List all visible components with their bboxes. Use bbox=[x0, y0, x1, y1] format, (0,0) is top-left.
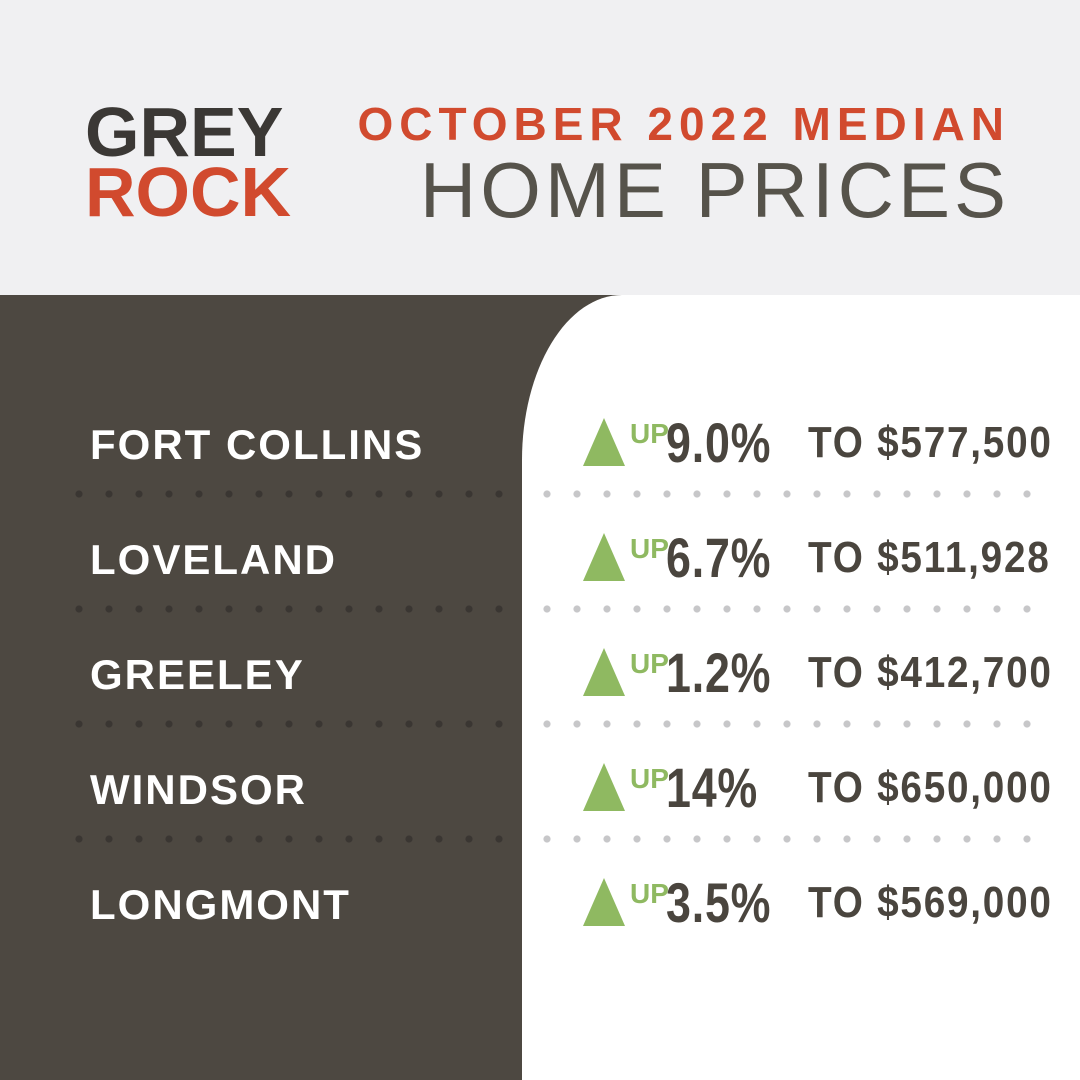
up-triangle-icon bbox=[583, 417, 625, 466]
row-separator-dark bbox=[75, 490, 522, 498]
up-label: UP bbox=[630, 532, 669, 564]
price-rows: FORT COLLINS UP 9.0% TO $577,500 LOVELAN… bbox=[0, 387, 1080, 962]
percent-value: 6.7% bbox=[666, 525, 772, 589]
row-separator-dark bbox=[75, 835, 522, 843]
title-subheading: OCTOBER 2022 MEDIAN bbox=[357, 98, 1010, 150]
up-label: UP bbox=[630, 417, 669, 449]
price-value: TO $412,700 bbox=[808, 647, 1053, 697]
row-separator-light bbox=[543, 720, 1040, 728]
row-separator-dark bbox=[75, 720, 522, 728]
up-triangle-icon bbox=[583, 647, 625, 696]
price-value: TO $511,928 bbox=[808, 532, 1051, 582]
table-row: LONGMONT UP 3.5% TO $569,000 bbox=[0, 847, 1080, 962]
price-value: TO $577,500 bbox=[808, 417, 1053, 467]
price-value: TO $650,000 bbox=[808, 762, 1053, 812]
percent-value: 9.0% bbox=[666, 410, 772, 474]
price-value: TO $569,000 bbox=[808, 877, 1053, 927]
percent-value: 1.2% bbox=[666, 640, 772, 704]
up-label: UP bbox=[630, 762, 669, 794]
row-separator-dark bbox=[75, 605, 522, 613]
header-band: GREY ROCK OCTOBER 2022 MEDIAN HOME PRICE… bbox=[0, 0, 1080, 295]
city-label: LOVELAND bbox=[90, 535, 337, 583]
up-triangle-icon bbox=[583, 762, 625, 811]
up-label: UP bbox=[630, 647, 669, 679]
data-section: FORT COLLINS UP 9.0% TO $577,500 LOVELAN… bbox=[0, 295, 1080, 1080]
percent-value: 3.5% bbox=[666, 870, 772, 934]
greyrock-logo: GREY ROCK bbox=[85, 93, 292, 231]
row-separator-light bbox=[543, 490, 1040, 498]
city-label: GREELEY bbox=[90, 650, 305, 698]
city-label: WINDSOR bbox=[90, 765, 307, 813]
page-title: HOME PRICES bbox=[419, 146, 1010, 234]
table-row: FORT COLLINS UP 9.0% TO $577,500 bbox=[0, 387, 1080, 502]
up-triangle-icon bbox=[583, 877, 625, 926]
title-block: OCTOBER 2022 MEDIAN HOME PRICES bbox=[357, 100, 1010, 230]
up-label: UP bbox=[630, 877, 669, 909]
city-label: FORT COLLINS bbox=[90, 420, 425, 468]
row-separator-light bbox=[543, 835, 1040, 843]
city-label: LONGMONT bbox=[90, 880, 351, 928]
table-row: GREELEY UP 1.2% TO $412,700 bbox=[0, 617, 1080, 732]
percent-value: 14% bbox=[666, 755, 759, 819]
logo-word-grey: GREY bbox=[85, 93, 284, 171]
row-separator-light bbox=[543, 605, 1040, 613]
table-row: LOVELAND UP 6.7% TO $511,928 bbox=[0, 502, 1080, 617]
table-row: WINDSOR UP 14% TO $650,000 bbox=[0, 732, 1080, 847]
logo-word-rock: ROCK bbox=[85, 153, 292, 231]
up-triangle-icon bbox=[583, 532, 625, 581]
